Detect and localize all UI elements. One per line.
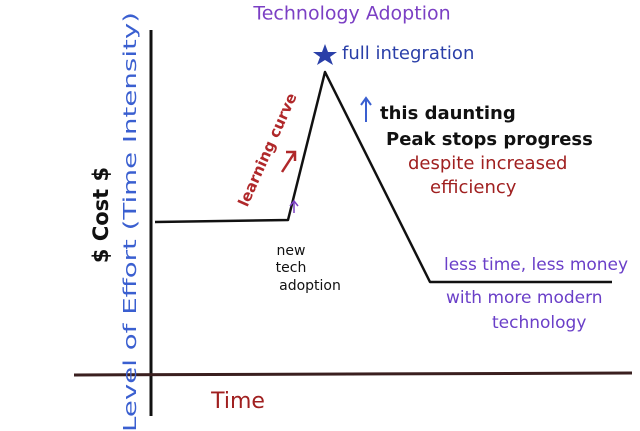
start-line: adoption: [279, 278, 341, 294]
y-axis-effort: Level of Effort (Time Intensity): [120, 12, 141, 431]
start-line: tech: [276, 260, 307, 276]
peak-arrow: [360, 96, 372, 122]
star: [313, 44, 337, 65]
learning-arrow: [280, 150, 297, 173]
start-arrow: [289, 199, 299, 213]
warning-line: this daunting: [380, 103, 516, 124]
start-line: new: [277, 243, 306, 259]
y-axis-cost: $ Cost $: [89, 167, 113, 263]
result-label: less time, less money: [444, 255, 628, 275]
warning-line: Peak stops progress: [386, 129, 593, 150]
x-axis-label: Time: [210, 389, 265, 414]
reason-line: efficiency: [430, 177, 517, 198]
adoption-curve: [154, 70, 612, 284]
title: Technology Adoption: [252, 3, 450, 25]
peak-label: full integration: [342, 43, 474, 64]
modern-line: technology: [492, 313, 586, 333]
reason-line: despite increased: [408, 153, 567, 174]
modern-line: with more modern: [446, 288, 603, 308]
x-axis: [73, 371, 633, 377]
